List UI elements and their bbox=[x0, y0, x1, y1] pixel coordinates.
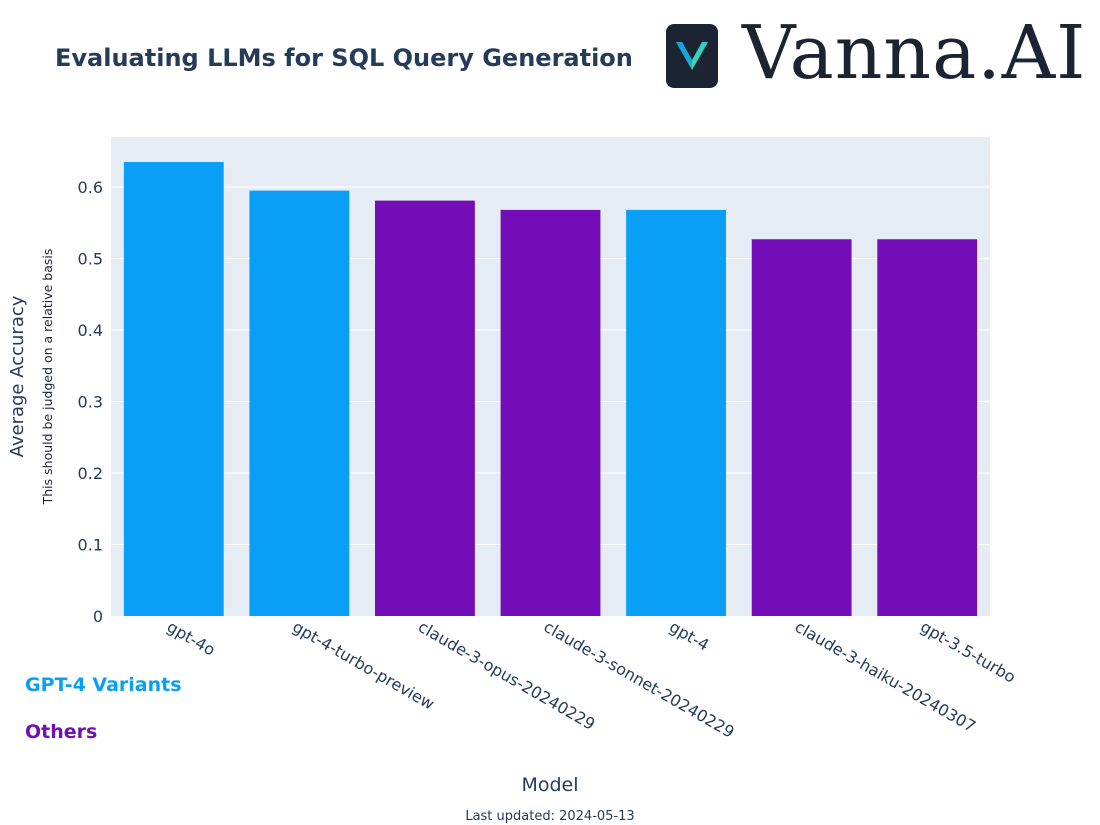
vanna-logo-icon bbox=[666, 24, 718, 88]
y-axis-title: Average Accuracy bbox=[7, 295, 28, 457]
bar-gpt-4 bbox=[626, 209, 726, 616]
x-axis-title: Model bbox=[521, 774, 579, 796]
bar-claude-3-haiku-20240307 bbox=[751, 239, 852, 617]
chart-title: Evaluating LLMs for SQL Query Generation bbox=[55, 44, 633, 72]
y-tick-label: 0.1 bbox=[78, 536, 103, 555]
y-tick-label: 0 bbox=[93, 607, 103, 626]
x-tick-label: gpt-4 bbox=[666, 617, 712, 655]
bar-gpt-3.5-turbo bbox=[877, 239, 978, 617]
y-tick-label: 0.4 bbox=[78, 321, 103, 340]
y-tick-label: 0.5 bbox=[78, 250, 103, 269]
bar-gpt-4-turbo-preview bbox=[249, 190, 350, 617]
legend-gpt-variants: GPT-4 Variants bbox=[25, 674, 182, 696]
x-tick-label: gpt-3.5-turbo bbox=[917, 617, 1019, 687]
y-tick-label: 0.2 bbox=[78, 464, 103, 483]
brand-name: Vanna.AI bbox=[742, 10, 1087, 96]
y-tick-label: 0.3 bbox=[78, 393, 103, 412]
bar-claude-3-sonnet-20240229 bbox=[500, 209, 601, 616]
y-tick-label: 0.6 bbox=[78, 178, 103, 197]
bar-claude-3-opus-20240229 bbox=[375, 200, 475, 616]
last-updated-note: Last updated: 2024-05-13 bbox=[465, 809, 635, 824]
bar-gpt-4o bbox=[123, 162, 224, 616]
legend-others: Others bbox=[25, 721, 98, 743]
y-axis-subtitle: This should be judged on a relative basi… bbox=[40, 249, 55, 506]
x-tick-label: gpt-4o bbox=[164, 617, 219, 660]
